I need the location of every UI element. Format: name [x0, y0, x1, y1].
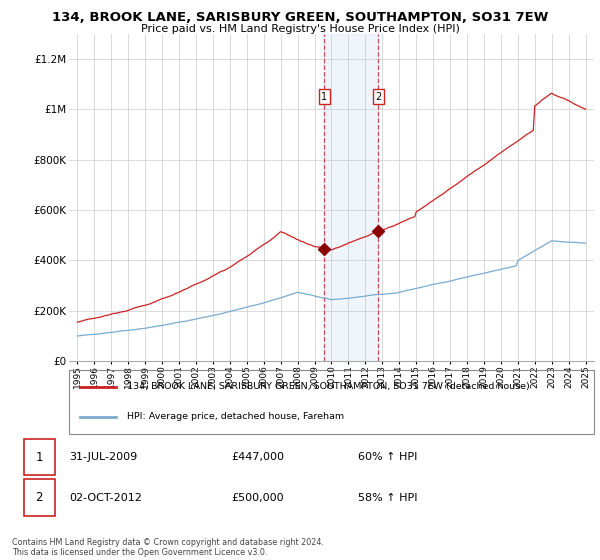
Text: 2: 2: [35, 491, 43, 504]
Text: 31-JUL-2009: 31-JUL-2009: [70, 452, 138, 462]
Text: 60% ↑ HPI: 60% ↑ HPI: [358, 452, 417, 462]
Text: Price paid vs. HM Land Registry's House Price Index (HPI): Price paid vs. HM Land Registry's House …: [140, 24, 460, 34]
Text: Contains HM Land Registry data © Crown copyright and database right 2024.
This d: Contains HM Land Registry data © Crown c…: [12, 538, 324, 557]
Text: 1: 1: [35, 451, 43, 464]
Text: 58% ↑ HPI: 58% ↑ HPI: [358, 493, 417, 503]
Text: 02-OCT-2012: 02-OCT-2012: [70, 493, 142, 503]
Text: 134, BROOK LANE, SARISBURY GREEN, SOUTHAMPTON, SO31 7EW: 134, BROOK LANE, SARISBURY GREEN, SOUTHA…: [52, 11, 548, 24]
Text: HPI: Average price, detached house, Fareham: HPI: Average price, detached house, Fare…: [127, 412, 344, 421]
Text: 134, BROOK LANE, SARISBURY GREEN, SOUTHAMPTON, SO31 7EW (detached house): 134, BROOK LANE, SARISBURY GREEN, SOUTHA…: [127, 382, 530, 391]
Bar: [23, 479, 55, 516]
Text: 2: 2: [375, 92, 381, 101]
Bar: [325, 34, 378, 361]
Text: 1: 1: [322, 92, 328, 101]
Text: £447,000: £447,000: [231, 452, 284, 462]
Bar: [23, 439, 55, 475]
Text: £500,000: £500,000: [231, 493, 284, 503]
